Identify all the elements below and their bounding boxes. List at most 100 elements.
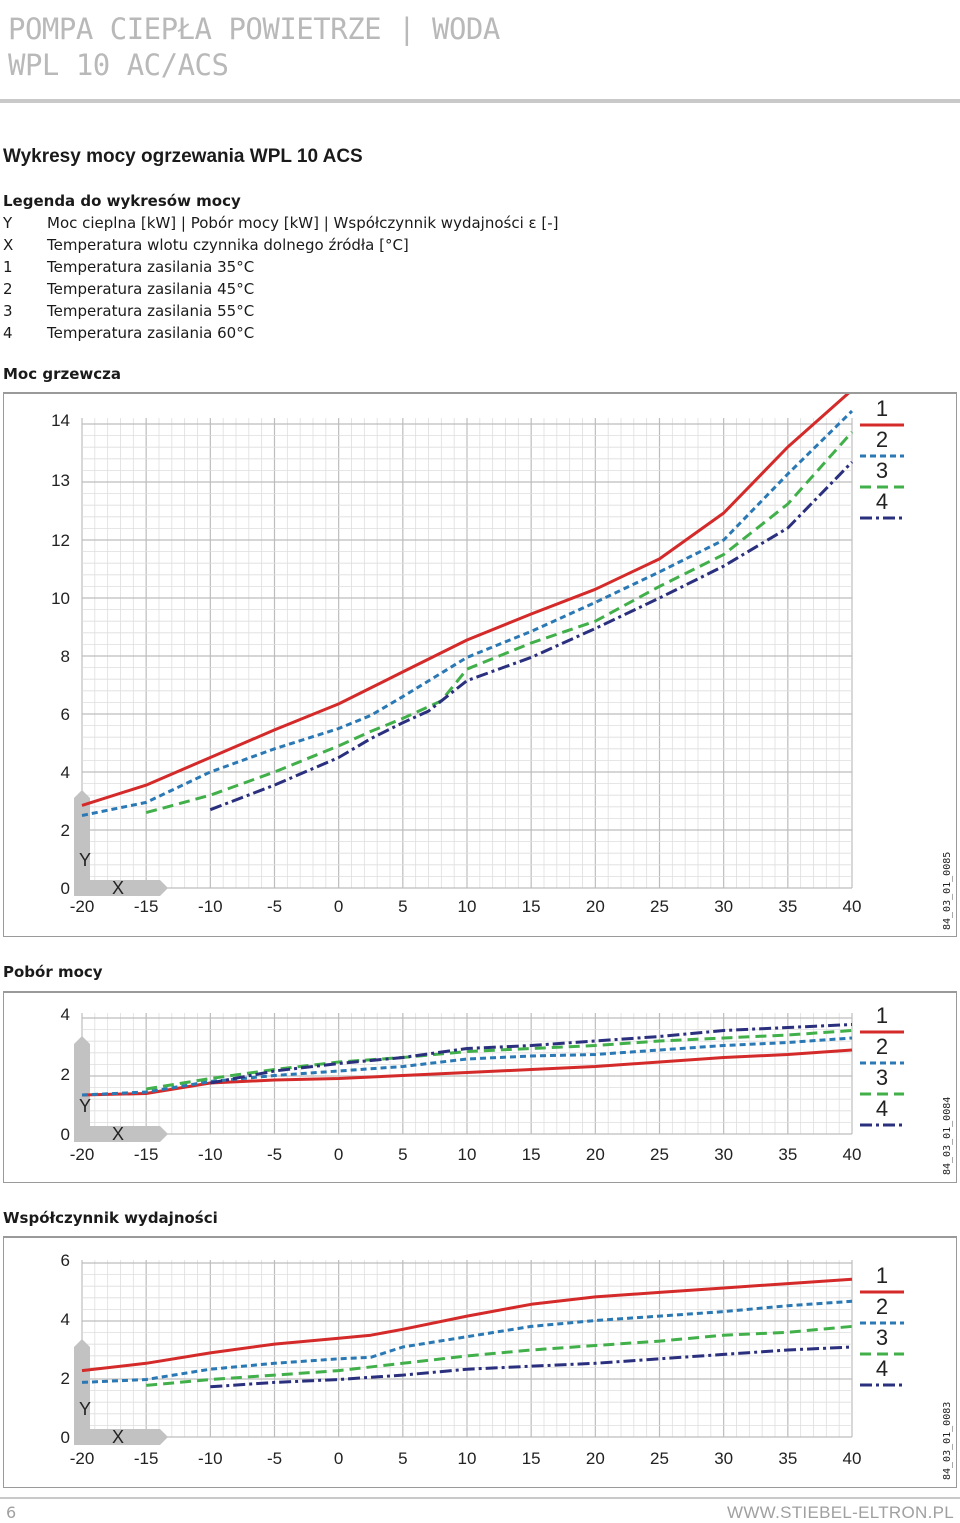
legend-label: 4 — [876, 489, 888, 514]
x-tick-label: -20 — [70, 897, 95, 916]
figure-code: 84_03_01_0085 — [942, 852, 953, 930]
legend-label: 3 — [876, 1325, 888, 1350]
x-tick-label: 40 — [843, 1145, 862, 1164]
y-tick-label: 0 — [61, 1125, 70, 1144]
x-tick-label: -20 — [70, 1449, 95, 1468]
x-axis-letter: X — [112, 878, 124, 898]
x-tick-label: 15 — [522, 1449, 541, 1468]
y-tick-label: 6 — [61, 1251, 70, 1270]
x-tick-label: 35 — [778, 897, 797, 916]
x-tick-label: -15 — [134, 1145, 159, 1164]
axis-arrow-icon — [74, 790, 168, 896]
series-line-4 — [210, 1345, 853, 1389]
x-tick-label: -10 — [198, 1449, 223, 1468]
x-tick-label: 0 — [334, 1145, 343, 1164]
series-line-1 — [81, 1277, 853, 1373]
x-tick-label: -5 — [267, 1145, 282, 1164]
y-tick-label: 8 — [61, 647, 70, 666]
chart-grid — [81, 418, 853, 889]
legend-label: 2 — [876, 1294, 888, 1319]
x-tick-label: 5 — [398, 1449, 407, 1468]
legend-row: 4 Temperatura zasilania 60°C — [3, 324, 254, 342]
x-tick-label: 25 — [650, 1449, 669, 1468]
axis-arrow-icon — [74, 1339, 168, 1445]
x-tick-label: 20 — [586, 1145, 605, 1164]
x-tick-label: -5 — [267, 1449, 282, 1468]
y-tick-label: 4 — [61, 1310, 70, 1329]
x-tick-label: 5 — [398, 1145, 407, 1164]
chart-title: Współczynnik wydajności — [3, 1209, 218, 1227]
chart-canvas: Y X 0 2 4 -20 -15 -10 -5 0 5 10 15 20 25 30 35 40 1 2 3 4 84_0… — [61, 1003, 953, 1175]
x-tick-label: 10 — [458, 1145, 477, 1164]
legend-key: 1 — [3, 258, 13, 276]
legend-title: Legenda do wykresów mocy — [3, 192, 241, 210]
x-tick-label: 35 — [778, 1449, 797, 1468]
legend-row: Y Moc cieplna [kW] | Pobór mocy [kW] | Ws… — [3, 214, 559, 232]
legend-text: Temperatura zasilania 35°C — [47, 258, 255, 276]
legend-row: 2 Temperatura zasilania 45°C — [3, 280, 254, 298]
x-tick-label: 5 — [398, 897, 407, 916]
chart-cop: Y X 0 2 4 6 -20 -15 -10 -5 0 5 10 15 20 25 30 35 40 1 2 3 4 84_… — [3, 1236, 957, 1488]
legend-label: 1 — [876, 1003, 888, 1028]
y-tick-label: 4 — [61, 1005, 70, 1024]
legend-label: 4 — [876, 1096, 888, 1121]
series-line-2 — [81, 409, 854, 817]
x-tick-label: 15 — [522, 1145, 541, 1164]
y-tick-label: 14 — [51, 411, 70, 430]
x-tick-label: 30 — [714, 1449, 733, 1468]
legend-label: 3 — [876, 1065, 888, 1090]
x-tick-label: -15 — [134, 897, 159, 916]
header-title-line1: POMPA CIEPŁA POWIETRZE | WODA — [8, 12, 500, 46]
legend-text: Temperatura zasilania 60°C — [47, 324, 255, 342]
chart-power-consumption: Y X 0 2 4 -20 -15 -10 -5 0 5 10 15 20 25 30 35 40 1 2 3 4 84_0… — [3, 991, 957, 1183]
legend-row: 1 Temperatura zasilania 35°C — [3, 258, 254, 276]
chart-title: Pobór mocy — [3, 963, 103, 981]
chart-heating-output: Y X 0 2 4 6 8 10 12 13 14 -20 -15 -10 -5 0 5 10 15 20 25 30 35… — [3, 392, 957, 937]
y-tick-label: 0 — [61, 1428, 70, 1447]
footer-url[interactable]: WWW.STIEBEL-ELTRON.PL — [726, 1503, 954, 1522]
legend-key: 3 — [3, 302, 13, 320]
legend-text: Moc cieplna [kW] | Pobór mocy [kW] | Wsp… — [47, 214, 559, 232]
x-axis-letter: X — [112, 1124, 124, 1144]
footer-divider — [0, 1497, 960, 1499]
y-tick-label: 6 — [61, 705, 70, 724]
series-line-1 — [81, 394, 850, 807]
chart-grid — [81, 1013, 853, 1135]
page-title: Wykresy mocy ogrzewania WPL 10 ACS — [3, 146, 363, 167]
y-tick-label: 12 — [51, 531, 70, 550]
x-tick-label: 15 — [522, 897, 541, 916]
figure-code: 84_03_01_0084 — [942, 1097, 953, 1175]
y-axis-letter: Y — [79, 1399, 91, 1419]
series-line-3 — [145, 431, 854, 815]
x-axis-letter: X — [112, 1427, 124, 1447]
series-line-4 — [209, 460, 854, 812]
legend-row: 3 Temperatura zasilania 55°C — [3, 302, 254, 320]
x-tick-label: 10 — [458, 897, 477, 916]
x-tick-label: 0 — [334, 1449, 343, 1468]
axis-arrow-icon — [74, 1036, 168, 1142]
chart-canvas: Y X 0 2 4 6 -20 -15 -10 -5 0 5 10 15 20 25 30 35 40 1 2 3 4 84_… — [61, 1251, 953, 1480]
legend-key: X — [3, 236, 14, 254]
y-axis-letter: Y — [79, 1096, 91, 1116]
x-tick-label: 40 — [843, 897, 862, 916]
legend-row: X Temperatura wlotu czynnika dolnego źród… — [3, 236, 409, 254]
legend-key: Y — [3, 214, 13, 232]
y-tick-label: 2 — [61, 821, 70, 840]
legend-label: 1 — [876, 396, 888, 421]
x-tick-label: 10 — [458, 1449, 477, 1468]
y-tick-label: 10 — [51, 589, 70, 608]
y-axis-letter: Y — [79, 850, 91, 870]
x-tick-label: 0 — [334, 897, 343, 916]
legend-key: 2 — [3, 280, 13, 298]
header-title-line2: WPL 10 AC/ACS — [8, 48, 229, 82]
legend-key: 4 — [3, 324, 13, 342]
x-tick-label: -10 — [198, 897, 223, 916]
series-line-2 — [81, 1036, 853, 1097]
x-tick-label: -20 — [70, 1145, 95, 1164]
figure-code: 84_03_01_0083 — [942, 1402, 953, 1480]
y-tick-label: 13 — [51, 471, 70, 490]
legend-text: Temperatura wlotu czynnika dolnego źródł… — [47, 236, 409, 254]
x-tick-label: -5 — [267, 897, 282, 916]
x-tick-label: 20 — [586, 1449, 605, 1468]
